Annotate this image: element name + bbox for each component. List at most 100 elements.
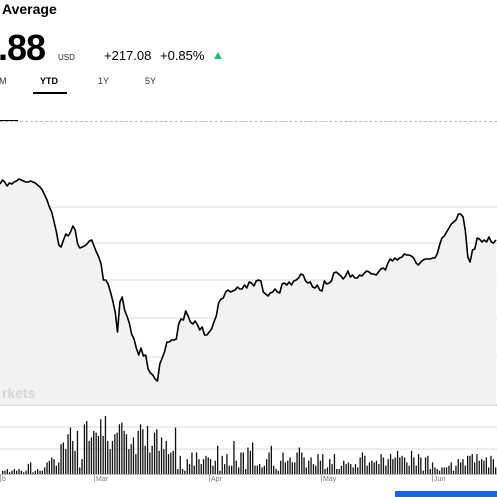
volume-bar bbox=[368, 462, 371, 474]
volume-bar bbox=[62, 442, 64, 474]
volume-bar bbox=[247, 447, 249, 474]
volume-bar bbox=[125, 434, 128, 474]
active-tab-indicator bbox=[33, 92, 67, 94]
tab-m[interactable]: M bbox=[0, 76, 7, 86]
volume-bar bbox=[109, 449, 111, 474]
volume-bar bbox=[462, 459, 464, 474]
volume-bar bbox=[364, 455, 366, 474]
volume-bar bbox=[2, 470, 4, 474]
volume-bar bbox=[478, 460, 480, 474]
volume-bar bbox=[275, 469, 277, 474]
volume-bar bbox=[474, 462, 476, 474]
volume-bar bbox=[198, 459, 200, 474]
price-value: .88 bbox=[0, 27, 46, 68]
volume-bar bbox=[240, 452, 242, 474]
change-absolute: +217.08 bbox=[104, 48, 152, 63]
volume-bar bbox=[123, 430, 125, 474]
price-area bbox=[0, 179, 496, 405]
tab-ytd[interactable]: YTD bbox=[40, 76, 58, 86]
volume-bar bbox=[448, 465, 450, 474]
volume-bar bbox=[455, 465, 457, 474]
volume-bar bbox=[86, 421, 88, 474]
volume-bar bbox=[81, 459, 83, 474]
index-title: Average bbox=[2, 1, 57, 17]
volume-bar bbox=[450, 462, 452, 474]
volume-bar bbox=[233, 440, 235, 474]
volume-bar bbox=[492, 459, 494, 474]
volume-bar bbox=[214, 460, 216, 474]
cta-bar[interactable] bbox=[395, 491, 497, 497]
volume-bar bbox=[46, 462, 48, 474]
volume-bar bbox=[322, 454, 324, 474]
volume-bar bbox=[424, 457, 427, 474]
volume-bar bbox=[312, 464, 315, 474]
tab-5y[interactable]: 5Y bbox=[145, 76, 157, 86]
volume-bar bbox=[350, 464, 352, 474]
volume-bar bbox=[217, 445, 219, 474]
x-axis-tick-label: May bbox=[323, 476, 337, 483]
volume-bar bbox=[235, 460, 237, 474]
volume-bar bbox=[464, 465, 466, 474]
volume-bar bbox=[69, 427, 72, 474]
volume-bar bbox=[177, 469, 179, 474]
volume-bar bbox=[382, 457, 385, 474]
volume-bar bbox=[135, 454, 137, 474]
volume-bar bbox=[457, 459, 459, 474]
volume-bar bbox=[226, 454, 228, 474]
volume-bar bbox=[366, 465, 368, 474]
volume-bar bbox=[380, 454, 382, 474]
volume-bar bbox=[156, 429, 158, 474]
volume-bar bbox=[172, 450, 174, 474]
volume-bar bbox=[107, 440, 109, 474]
volume-bar bbox=[25, 470, 27, 474]
x-axis-tick-label: Apr bbox=[211, 476, 223, 483]
volume-bar bbox=[88, 440, 90, 474]
volume-bar bbox=[420, 457, 422, 474]
volume-bar bbox=[79, 467, 81, 474]
volume-bar bbox=[406, 462, 408, 474]
volume-bar bbox=[452, 470, 455, 474]
price-line bbox=[0, 178, 497, 382]
volume-bar bbox=[48, 460, 50, 474]
volume-bar bbox=[146, 425, 149, 474]
volume-bar bbox=[20, 470, 22, 474]
volume-bar bbox=[252, 442, 254, 474]
volume-bar bbox=[469, 455, 471, 474]
volume-bar bbox=[44, 467, 46, 474]
volume-bar bbox=[298, 447, 300, 474]
volume-bar bbox=[434, 467, 436, 474]
tab-1y[interactable]: 1Y bbox=[98, 76, 110, 86]
volume-bar bbox=[294, 462, 296, 474]
volume-bar bbox=[471, 454, 473, 474]
volume-bar bbox=[231, 465, 233, 474]
volume-bar bbox=[375, 460, 378, 474]
volume-bar bbox=[228, 465, 230, 474]
volume-bar bbox=[254, 465, 256, 474]
volume-bar bbox=[114, 434, 116, 474]
watermark-text: rkets bbox=[2, 385, 36, 401]
volume-bar bbox=[429, 469, 431, 474]
volume-bar bbox=[324, 469, 326, 474]
volume-bar bbox=[170, 452, 172, 474]
volume-bar bbox=[392, 459, 394, 474]
volume-bar bbox=[219, 470, 221, 474]
volume-bar bbox=[221, 455, 223, 474]
volume-bar bbox=[371, 460, 373, 474]
volume-bar bbox=[18, 469, 20, 474]
volume-bar bbox=[495, 467, 497, 474]
volume-bar bbox=[76, 430, 79, 474]
volume-bar bbox=[195, 452, 198, 474]
volume-bar bbox=[181, 469, 184, 474]
change-percent: +0.85% bbox=[160, 48, 205, 63]
volume-bar bbox=[34, 470, 36, 474]
volume-bar bbox=[158, 450, 160, 474]
volume-bar bbox=[32, 472, 34, 474]
volume-bar bbox=[338, 469, 340, 474]
volume-bar bbox=[167, 454, 170, 474]
volume-bar bbox=[165, 440, 167, 474]
volume-bar bbox=[273, 465, 275, 474]
volume-bar bbox=[345, 464, 347, 474]
volume-bar bbox=[490, 455, 492, 474]
volume-bar bbox=[385, 465, 387, 474]
volume-bar bbox=[137, 430, 139, 474]
